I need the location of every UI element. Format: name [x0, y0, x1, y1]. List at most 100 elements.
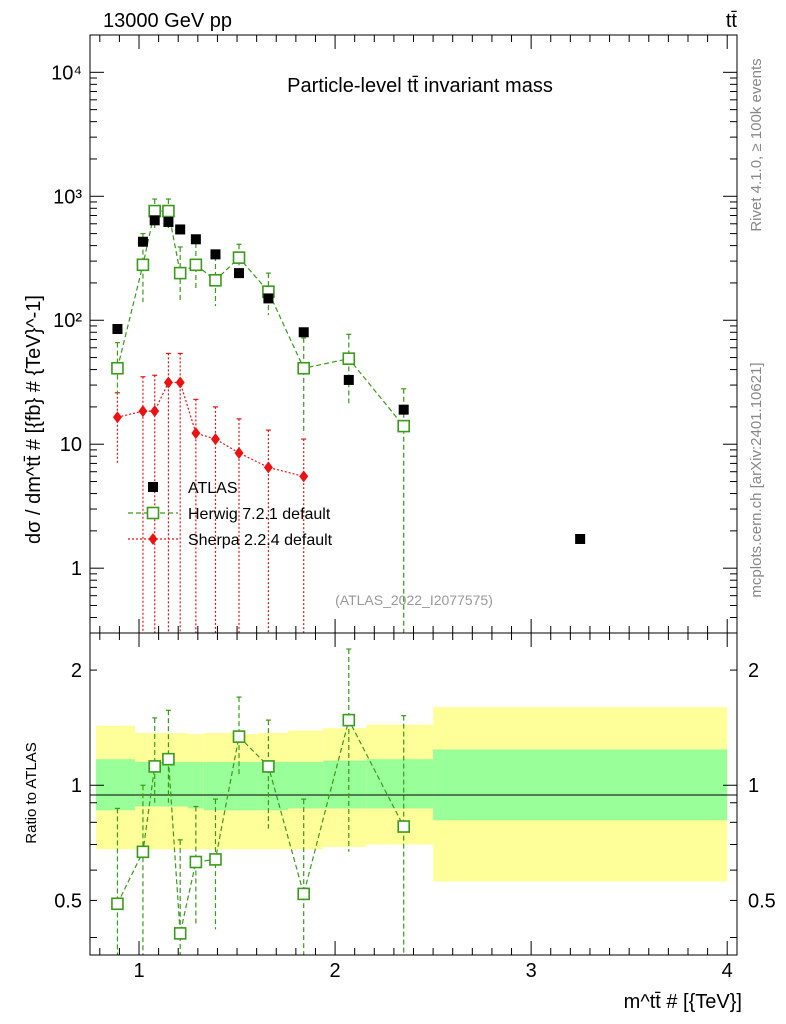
ratio-axis-ticks: [90, 633, 737, 955]
legend-marker-herwig: [146, 506, 160, 520]
ratio-herwig-point: [173, 927, 187, 940]
main-sherpa-line: [117, 381, 304, 477]
main-atlas-point: [398, 404, 409, 415]
ratio-herwig-point: [111, 897, 124, 911]
main-panel: 1 10 10² 10³ 10⁴ Particle-level tt̄ invarian…: [23, 34, 738, 634]
rivet-version-label: Rivet 4.1.0, ≥ 100k events: [748, 58, 765, 231]
ratio-y-tick-label-right: 2: [748, 660, 759, 682]
x-tick-label: 2: [330, 960, 341, 982]
ratio-band-inner: [235, 762, 259, 811]
ratio-herwig-point: [297, 887, 311, 901]
main-y-tick-label: 10: [60, 434, 82, 456]
main-herwig-point: [342, 352, 356, 365]
main-y-tick-label: 10³: [53, 186, 82, 208]
ratio-y-tick-labels: 0.5 0.5 1 1 2 2: [54, 660, 776, 912]
x-tick-label: 3: [526, 960, 537, 982]
main-herwig-point: [189, 258, 203, 272]
main-sherpa-point: [163, 376, 173, 389]
main-y-axis-label: dσ / dm^tt̄ # [{fb} # {TeV}^-1]: [23, 295, 45, 544]
main-sherpa-point: [191, 427, 201, 440]
main-herwig-point: [111, 361, 124, 375]
main-atlas-point: [112, 323, 123, 334]
ratio-herwig-point: [232, 730, 246, 743]
ratio-herwig-point: [162, 752, 175, 766]
ratio-band-inner: [288, 762, 324, 809]
main-sherpa-point: [234, 446, 244, 459]
header-left-label: 13000 GeV pp: [103, 10, 232, 32]
x-tick-label: 4: [722, 960, 733, 982]
ratio-herwig-point: [342, 713, 356, 727]
main-atlas-point: [575, 533, 586, 544]
main-sherpa-point: [299, 470, 309, 483]
main-sherpa-point: [138, 405, 148, 418]
ratio-y-tick-label-right: 1: [748, 775, 759, 797]
main-y-tick-labels: 1 10 10² 10³ 10⁴: [51, 62, 82, 580]
main-atlas-point: [298, 327, 309, 338]
main-title: Particle-level tt̄ invariant mass: [287, 75, 553, 97]
main-y-tick-label: 10²: [53, 310, 82, 332]
main-atlas-point: [163, 217, 174, 228]
ratio-series-group: [111, 648, 410, 955]
ratio-y-tick-label: 0.5: [54, 890, 82, 912]
ratio-panel: 0.5 0.5 1 1 2 2 1 2 3 4 Ratio to ATLAS m^tt̄ # […: [23, 632, 776, 1013]
main-herwig-point: [297, 361, 311, 375]
ratio-y-tick-label: 2: [71, 660, 82, 682]
main-sherpa-point: [150, 405, 160, 418]
main-atlas-point: [210, 249, 221, 260]
main-atlas-point: [149, 215, 160, 226]
main-herwig-point: [232, 251, 246, 264]
ratio-band-inner: [95, 759, 136, 811]
header-right-label: tt̄: [726, 10, 738, 32]
ratio-y-axis-label: Ratio to ATLAS: [23, 742, 40, 843]
ratio-herwig-point: [189, 855, 203, 869]
ratio-y-tick-label: 1: [71, 775, 82, 797]
main-atlas-point: [190, 234, 201, 245]
main-herwig-point: [209, 274, 222, 287]
ratio-herwig-point: [262, 760, 275, 773]
x-tick-labels: 1 2 3 4: [133, 960, 732, 982]
main-sherpa-point: [210, 433, 220, 446]
main-y-tick-label: 10⁴: [51, 62, 82, 84]
main-sherpa-point: [175, 376, 185, 389]
main-atlas-point: [263, 293, 274, 304]
ratio-band-inner: [188, 762, 204, 809]
legend-label-atlas: ATLAS: [188, 480, 238, 497]
main-series-group: [111, 198, 586, 633]
main-herwig-line: [116, 210, 405, 427]
main-herwig-point: [173, 266, 187, 280]
ratio-band-inner: [323, 760, 367, 809]
ratio-band-inner: [135, 762, 189, 807]
main-atlas-point: [343, 374, 354, 385]
ratio-uncertainty-bands: [95, 707, 728, 882]
legend-marker-sherpa: [148, 533, 158, 545]
ratio-herwig-point: [397, 820, 410, 833]
legend-label-herwig: Herwig 7.2.1 default: [188, 506, 331, 523]
main-herwig-point: [148, 204, 161, 218]
ratio-y-tick-label-right: 0.5: [748, 890, 776, 912]
ratio-herwig-point: [148, 760, 161, 773]
main-atlas-point: [175, 224, 186, 235]
main-sherpa-point: [112, 411, 122, 424]
main-herwig-point: [136, 258, 150, 272]
main-sherpa-point: [263, 461, 273, 474]
main-herwig-point: [162, 204, 175, 218]
ratio-band-inner: [366, 759, 434, 809]
ratio-band-inner: [203, 762, 236, 811]
ratio-herwig-line: [116, 718, 405, 934]
ratio-band-inner: [433, 749, 728, 821]
mcplots-label: mcplots.cern.ch [arXiv:2401.10621]: [748, 362, 765, 597]
x-tick-label: 1: [133, 960, 144, 982]
main-atlas-point: [234, 268, 245, 279]
ratio-herwig-point: [209, 853, 222, 866]
ratio-herwig-point: [136, 845, 150, 859]
main-y-tick-label: 1: [71, 558, 82, 580]
legend-marker-atlas: [148, 482, 158, 492]
x-axis-label: m^tt̄ # [{TeV}]: [624, 991, 742, 1013]
main-atlas-point: [137, 236, 148, 247]
main-axis-ticks: [90, 34, 737, 634]
main-annotation: (ATLAS_2022_I2077575): [335, 592, 493, 608]
legend: ATLAS Herwig 7.2.1 default Sherpa 2.2.4 de…: [128, 480, 333, 549]
legend-label-sherpa: Sherpa 2.2.4 default: [188, 532, 333, 549]
main-herwig-point: [397, 419, 410, 433]
